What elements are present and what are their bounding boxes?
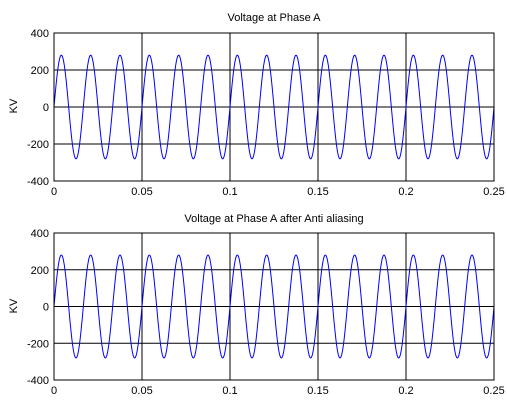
x-tick-label: 0.2: [398, 385, 413, 397]
voltage-line: [53, 254, 495, 359]
x-tick-label: 0.05: [131, 186, 152, 198]
x-tick-label: 0.05: [131, 385, 152, 397]
y-tick-label: 400: [31, 228, 49, 240]
y-tick-label: 200: [31, 265, 49, 277]
plot-frame: [53, 232, 495, 381]
y-axis-label: KV: [8, 298, 20, 313]
chart-title: Voltage at Phase A after Anti aliasing: [184, 213, 363, 225]
x-tick-label: 0.1: [222, 186, 237, 198]
subplot-bottom: Voltage at Phase A after Anti aliasing K…: [8, 213, 505, 397]
y-tick-label: -400: [27, 176, 49, 188]
y-tick-label: -200: [27, 139, 49, 151]
x-tick-label: 0: [51, 385, 57, 397]
tick-labels: 0 0.05 0.1 0.15 0.2 0.25 400 200 0 -200 -400: [27, 28, 505, 198]
x-tick-label: 0: [51, 186, 57, 198]
plot-frame: [53, 32, 495, 182]
y-tick-label: -400: [27, 375, 49, 387]
y-tick-label: 200: [31, 65, 49, 77]
subplot-top: Voltage at Phase A KV 0 0.05 0.1 0.15 0.2 0.2…: [8, 12, 505, 198]
x-tick-label: 0.15: [307, 385, 328, 397]
y-axis-label: KV: [8, 98, 20, 113]
y-tick-label: 0: [43, 102, 49, 114]
chart-title: Voltage at Phase A: [228, 12, 322, 24]
x-tick-label: 0.25: [483, 186, 504, 198]
x-tick-label: 0.25: [483, 385, 504, 397]
x-tick-label: 0.1: [222, 385, 237, 397]
y-tick-label: 0: [43, 302, 49, 314]
y-tick-label: -200: [27, 338, 49, 350]
x-tick-label: 0.2: [398, 186, 413, 198]
voltage-line: [53, 54, 495, 160]
x-tick-label: 0.15: [307, 186, 328, 198]
y-tick-label: 400: [31, 28, 49, 40]
tick-labels: 0 0.05 0.1 0.15 0.2 0.25 400 200 0 -200 -400: [27, 228, 505, 397]
